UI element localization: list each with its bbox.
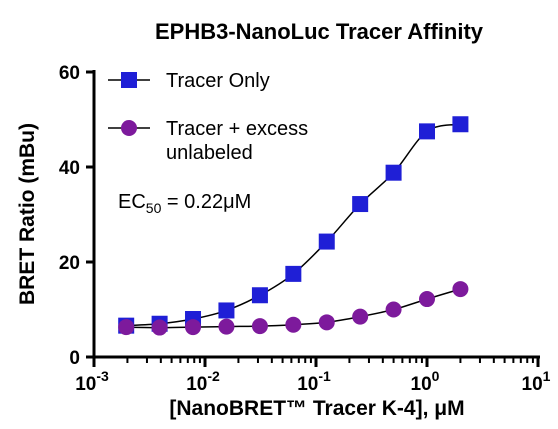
y-tick-label: 0: [69, 348, 80, 369]
x-tick-exponent: -2: [207, 368, 220, 384]
legend-label-line: Tracer Only: [166, 70, 270, 92]
data-point-series-1: [385, 301, 402, 318]
x-tick-base: 10: [297, 374, 318, 395]
data-point-series-1: [185, 319, 202, 336]
x-tick-base: 10: [411, 374, 432, 395]
legend-marker: [121, 120, 137, 136]
x-tick-label: 10-1: [297, 368, 331, 395]
data-point-series-0: [318, 233, 335, 250]
data-point-series-1: [352, 308, 369, 325]
y-axis-label: BRET Ratio (mBu): [16, 123, 39, 305]
y-tick-label: 20: [59, 253, 80, 274]
x-tick-base: 10: [75, 374, 96, 395]
legend-label-line: Tracer + excess: [166, 118, 308, 140]
data-point-series-1: [251, 318, 268, 335]
x-tick-base: 10: [522, 374, 543, 395]
data-point-series-0: [352, 196, 369, 213]
data-point-series-1: [419, 291, 435, 308]
data-point-series-0: [251, 287, 268, 304]
ec50-subscript: 50: [146, 200, 162, 216]
data-point-series-0: [419, 123, 435, 140]
ec50-value: = 0.22μM: [161, 191, 251, 213]
x-tick-exponent: 0: [432, 368, 440, 384]
data-point-series-1: [151, 319, 168, 336]
legend-label: Tracer Only: [166, 70, 270, 92]
x-tick-base: 10: [186, 374, 207, 395]
x-tick-label: 10-3: [75, 368, 109, 395]
legend: Tracer Only Tracer + excess unlabeled: [108, 70, 308, 164]
data-point-series-1: [118, 319, 135, 336]
x-tick-exponent: 1: [543, 368, 551, 384]
data-point-series-0: [385, 164, 402, 181]
x-axis-label: [NanoBRET™ Tracer K-4], μM: [169, 397, 464, 420]
legend-marker: [121, 72, 137, 88]
chart-title: EPHB3-NanoLuc Tracer Affinity: [155, 19, 484, 44]
x-tick-exponent: -3: [96, 368, 109, 384]
data-point-series-0: [285, 265, 302, 282]
ec50-prefix: EC: [118, 191, 146, 213]
x-tick-label: 100: [411, 368, 440, 395]
data-point-series-0: [452, 116, 469, 133]
data-point-series-1: [452, 281, 469, 298]
legend-label-line: unlabeled: [166, 142, 253, 164]
ec50-annotation: EC50 = 0.22μM: [118, 191, 251, 216]
data-point-series-1: [318, 314, 335, 331]
legend-label: Tracer + excess unlabeled: [166, 118, 308, 164]
data-points: [118, 116, 469, 336]
x-tick-label: 101: [522, 368, 551, 395]
data-point-series-0: [218, 302, 235, 319]
x-tick-label: 10-2: [186, 368, 220, 395]
x-tick-exponent: -1: [318, 368, 331, 384]
y-tick-label: 40: [59, 158, 80, 179]
y-tick-label: 60: [59, 63, 80, 84]
data-point-series-1: [218, 318, 235, 335]
data-point-series-1: [285, 316, 302, 333]
